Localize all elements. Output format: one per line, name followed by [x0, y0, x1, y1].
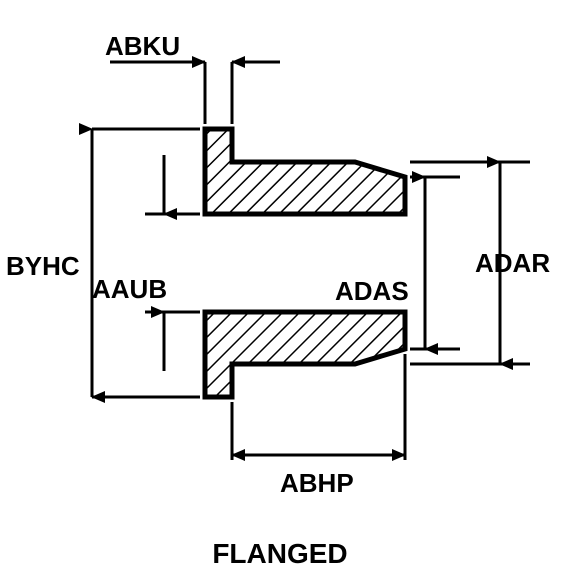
dim-abku: ABKU — [105, 31, 280, 124]
upper-section — [205, 129, 405, 214]
label-aaub: AAUB — [92, 274, 167, 304]
dim-abhp: ABHP — [232, 354, 405, 498]
dim-adar: ADAR — [410, 162, 550, 364]
label-abku: ABKU — [105, 31, 180, 61]
label-adar: ADAR — [475, 248, 550, 278]
label-abhp: ABHP — [280, 468, 354, 498]
dim-byhc: BYHC — [6, 129, 200, 397]
lower-section — [205, 312, 405, 397]
flanged-bushing-diagram: BYHC AAUB ABKU ABHP ADAS ADAR FLANGE — [0, 0, 561, 587]
label-byhc: BYHC — [6, 251, 80, 281]
label-adas: ADAS — [335, 276, 409, 306]
dim-aaub: AAUB — [92, 155, 200, 371]
diagram-title: FLANGED — [212, 538, 347, 569]
